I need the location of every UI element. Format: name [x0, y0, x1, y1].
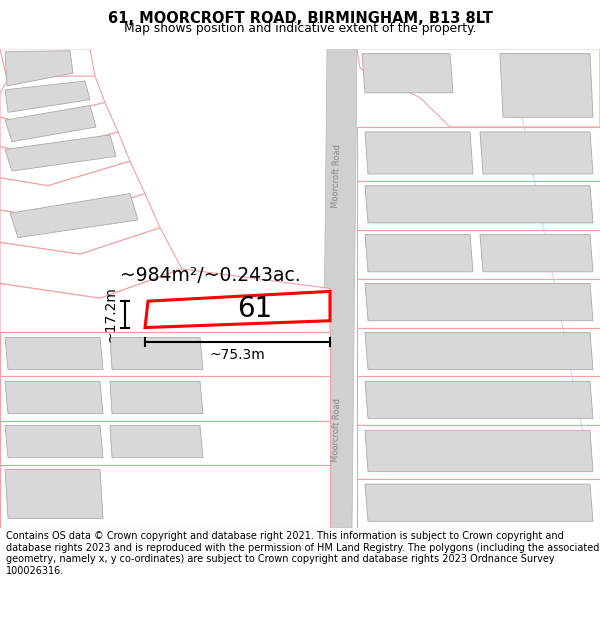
Polygon shape: [0, 464, 330, 528]
Polygon shape: [5, 135, 116, 171]
Polygon shape: [365, 484, 593, 521]
Polygon shape: [110, 338, 203, 369]
Text: ~75.3m: ~75.3m: [209, 348, 265, 362]
Text: Contains OS data © Crown copyright and database right 2021. This information is : Contains OS data © Crown copyright and d…: [6, 531, 599, 576]
Text: Map shows position and indicative extent of the property.: Map shows position and indicative extent…: [124, 22, 476, 35]
Polygon shape: [480, 132, 593, 174]
Polygon shape: [5, 81, 90, 112]
Polygon shape: [500, 54, 593, 118]
Polygon shape: [480, 234, 593, 272]
Polygon shape: [357, 279, 600, 328]
Polygon shape: [357, 181, 600, 230]
Polygon shape: [0, 376, 330, 421]
Text: ~984m²/~0.243ac.: ~984m²/~0.243ac.: [119, 266, 301, 285]
Polygon shape: [365, 234, 473, 272]
Polygon shape: [5, 106, 96, 142]
Polygon shape: [0, 228, 182, 298]
Polygon shape: [145, 291, 330, 328]
Polygon shape: [5, 51, 73, 86]
Polygon shape: [5, 426, 103, 458]
Polygon shape: [322, 49, 357, 528]
Polygon shape: [365, 332, 593, 369]
Polygon shape: [0, 132, 130, 186]
Polygon shape: [357, 328, 600, 376]
Text: 61: 61: [238, 295, 272, 323]
Polygon shape: [0, 49, 95, 92]
Text: Moorcroft Road: Moorcroft Road: [331, 398, 343, 462]
Polygon shape: [357, 376, 600, 426]
Polygon shape: [357, 479, 600, 528]
Polygon shape: [0, 76, 105, 122]
Text: 61, MOORCROFT ROAD, BIRMINGHAM, B13 8LT: 61, MOORCROFT ROAD, BIRMINGHAM, B13 8LT: [107, 11, 493, 26]
Polygon shape: [357, 127, 600, 181]
Polygon shape: [365, 381, 593, 419]
Polygon shape: [365, 132, 473, 174]
Polygon shape: [365, 186, 593, 223]
Polygon shape: [357, 426, 600, 479]
Polygon shape: [362, 54, 453, 92]
Polygon shape: [110, 426, 203, 458]
Polygon shape: [0, 332, 330, 376]
Polygon shape: [110, 381, 203, 414]
Text: Moorcroft Road: Moorcroft Road: [331, 144, 343, 208]
Polygon shape: [0, 194, 160, 254]
Polygon shape: [365, 430, 593, 471]
Text: ~17.2m: ~17.2m: [103, 286, 117, 342]
Polygon shape: [0, 102, 118, 154]
Polygon shape: [5, 381, 103, 414]
Polygon shape: [10, 194, 138, 238]
Polygon shape: [5, 469, 103, 518]
Polygon shape: [5, 338, 103, 369]
Polygon shape: [365, 284, 593, 321]
Polygon shape: [0, 421, 330, 464]
Polygon shape: [0, 269, 330, 332]
Polygon shape: [357, 49, 600, 127]
Polygon shape: [0, 161, 145, 220]
Polygon shape: [357, 230, 600, 279]
